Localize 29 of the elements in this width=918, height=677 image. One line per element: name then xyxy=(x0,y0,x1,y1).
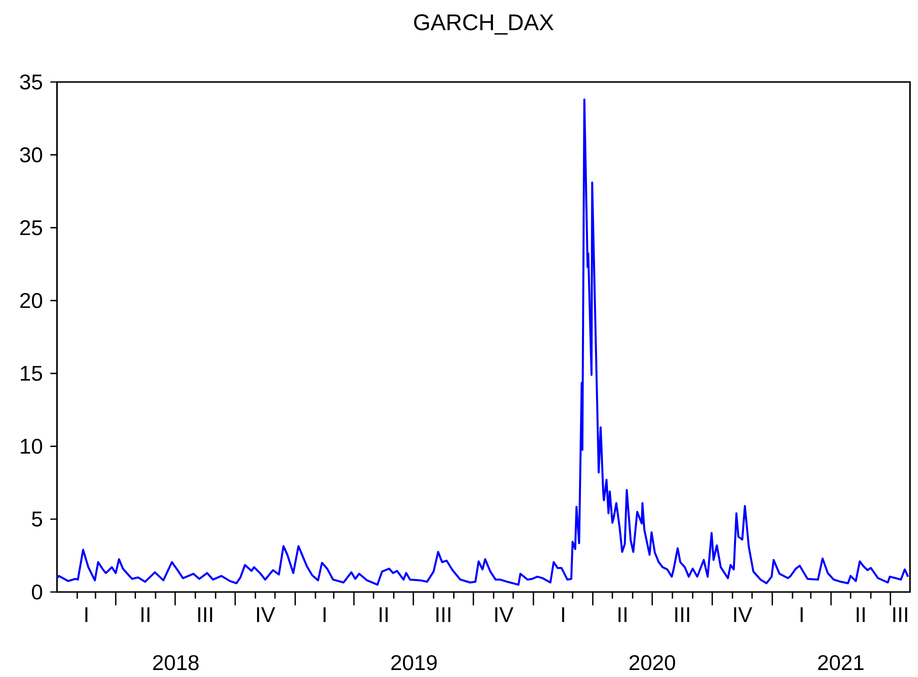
text: I xyxy=(800,607,803,622)
y-tick-label: 10 xyxy=(20,438,42,454)
text: III xyxy=(675,607,690,622)
y-tick-label: 35 xyxy=(20,74,42,90)
text: II xyxy=(141,607,150,622)
text: I xyxy=(85,607,88,622)
chart-title: GARCH_DAX xyxy=(414,14,554,35)
text: II xyxy=(380,607,388,622)
x-tick-label: 2020 xyxy=(630,655,676,670)
y-tick-label: 5 xyxy=(32,512,42,527)
y-tick-label: 20 xyxy=(20,293,42,308)
text: III xyxy=(436,607,450,622)
text: III xyxy=(198,607,212,622)
text: IV xyxy=(734,607,752,622)
x-tick-label: 2018 xyxy=(153,655,199,670)
text: IV xyxy=(495,607,514,622)
line-series xyxy=(56,98,910,586)
text: I xyxy=(562,607,564,622)
text: II xyxy=(856,607,865,622)
text: II xyxy=(618,607,626,622)
y-tick-label: 15 xyxy=(20,366,42,381)
y-tick-label: 30 xyxy=(20,147,42,162)
y-tick-label: 25 xyxy=(20,220,42,236)
y-tick-label: 0 xyxy=(32,584,42,600)
x-tick-label: 2021 xyxy=(818,655,864,670)
text: IV xyxy=(257,607,276,622)
text: III xyxy=(893,607,908,622)
x-tick-label: 2019 xyxy=(391,655,437,670)
text: I xyxy=(324,607,326,622)
